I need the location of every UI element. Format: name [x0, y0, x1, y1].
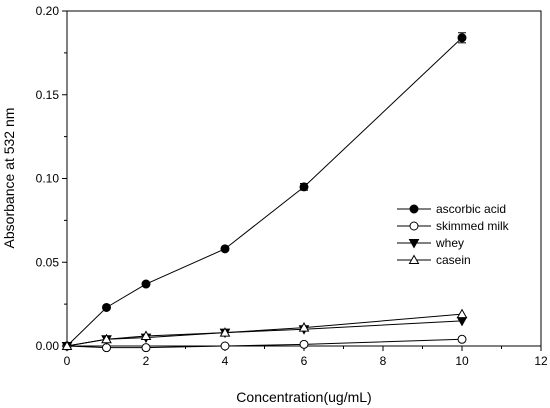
y-tick-label: 0.15: [36, 88, 60, 102]
data-point: [298, 322, 310, 332]
legend-label: skimmed milk: [436, 219, 510, 233]
x-tick-label: 12: [534, 354, 548, 368]
data-point: [299, 182, 309, 192]
x-tick-label: 4: [222, 354, 229, 368]
data-point: [140, 330, 152, 340]
data-point: [141, 279, 151, 289]
data-point: [61, 340, 73, 350]
x-axis-title: Concentration(ug/mL): [236, 389, 371, 405]
series-line: [66, 313, 463, 347]
data-point: [456, 308, 468, 319]
y-tick-label: 0.05: [36, 255, 60, 269]
y-axis-title: Absorbance at 532 nm: [1, 108, 17, 249]
series-line: [66, 320, 463, 347]
x-tick-label: 6: [301, 354, 308, 368]
x-tick-label: 10: [455, 354, 469, 368]
data-point: [101, 333, 112, 344]
legend-label: casein: [436, 253, 471, 267]
legend-marker: [408, 254, 420, 264]
y-tick-label: 0.00: [36, 339, 60, 353]
data-point: [220, 341, 230, 351]
legend-label: whey: [435, 236, 464, 250]
legend-marker: [408, 239, 420, 249]
series-line: [66, 37, 463, 347]
data-point: [102, 302, 111, 312]
data-point: [220, 244, 230, 254]
data-point: [219, 327, 231, 337]
x-tick-label: 2: [143, 354, 150, 368]
data-point: [141, 343, 151, 353]
legend-label: ascorbic acid: [436, 202, 506, 216]
series-ascorbic-acid: [62, 32, 467, 351]
legend-marker: [409, 204, 419, 214]
plot-frame: [66, 10, 542, 347]
y-tick-label: 0.20: [36, 4, 60, 18]
data-point: [457, 334, 467, 344]
series-casein: [61, 308, 468, 350]
x-tick-label: 8: [380, 354, 387, 368]
x-axis-ticks: 0 2 4 6 8 10 12: [64, 346, 548, 368]
data-point: [102, 343, 111, 353]
y-tick-label: 0.10: [36, 172, 60, 186]
x-tick-label: 0: [64, 354, 71, 368]
data-point: [457, 33, 467, 43]
series-layer: [61, 32, 468, 353]
series-line: [66, 338, 463, 349]
data-point: [299, 339, 309, 349]
legend: ascorbic acid skimmed milk whey casein: [397, 202, 510, 267]
y-axis-ticks: 0.00 0.05 0.10 0.15 0.20: [36, 4, 67, 353]
legend-marker: [409, 221, 419, 231]
